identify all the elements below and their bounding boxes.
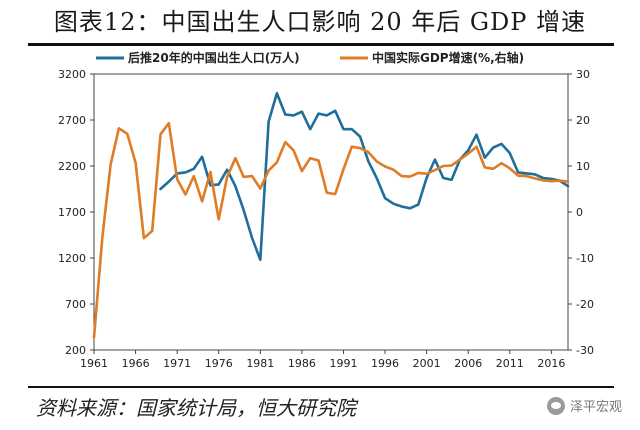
y-left-tick-label: 1700 xyxy=(58,206,86,219)
y-right-tick-label: 30 xyxy=(576,68,590,81)
y-right-tick-label: -20 xyxy=(576,298,594,311)
x-tick-label: 2016 xyxy=(537,357,565,370)
watermark: 泽平宏观 xyxy=(546,396,622,415)
x-tick-label: 1996 xyxy=(371,357,399,370)
legend-label: 后推20年的中国出生人口(万人) xyxy=(128,50,300,65)
y-left-tick-label: 2700 xyxy=(58,114,86,127)
wechat-icon xyxy=(546,396,565,415)
legend-label: 中国实际GDP增速(%,右轴) xyxy=(372,50,524,65)
footer-divider xyxy=(28,386,614,388)
y-right-tick-label: 10 xyxy=(576,160,590,173)
x-tick-label: 1981 xyxy=(246,357,274,370)
y-left-tick-label: 200 xyxy=(65,344,86,357)
watermark-label: 泽平宏观 xyxy=(569,400,622,415)
x-tick-label: 1976 xyxy=(205,357,233,370)
series-line-gdp xyxy=(92,121,570,339)
page-title: 图表12：中国出生人口影响 20 年后 GDP 增速 xyxy=(53,8,587,36)
y-left-tick-label: 700 xyxy=(65,298,86,311)
x-tick-label: 2006 xyxy=(454,357,482,370)
y-right-tick-label: -30 xyxy=(576,344,594,357)
plot-frame xyxy=(93,73,569,351)
x-tick-label: 1991 xyxy=(329,357,357,370)
y-left-tick-label: 1200 xyxy=(58,252,86,265)
x-tick-label: 1961 xyxy=(80,357,108,370)
y-right-tick-label: 0 xyxy=(576,206,583,219)
x-tick-label: 2011 xyxy=(496,357,524,370)
title-divider xyxy=(28,43,614,46)
y-left-tick-label: 3200 xyxy=(58,68,86,81)
y-right-tick-label: 20 xyxy=(576,114,590,127)
y-left-tick-label: 2200 xyxy=(58,160,86,173)
x-tick-label: 1971 xyxy=(163,357,191,370)
x-tick-label: 1966 xyxy=(122,357,150,370)
source-note: 资料来源：国家统计局，恒大研究院 xyxy=(36,396,356,420)
chart: 200 700 1200 1700 2200 2700 3200 -30 -20 -10 0 10 20… xyxy=(58,50,594,370)
series-line-births xyxy=(159,92,570,262)
x-tick-label: 2001 xyxy=(413,357,441,370)
x-tick-label: 1986 xyxy=(288,357,316,370)
y-right-tick-label: -10 xyxy=(576,252,594,265)
